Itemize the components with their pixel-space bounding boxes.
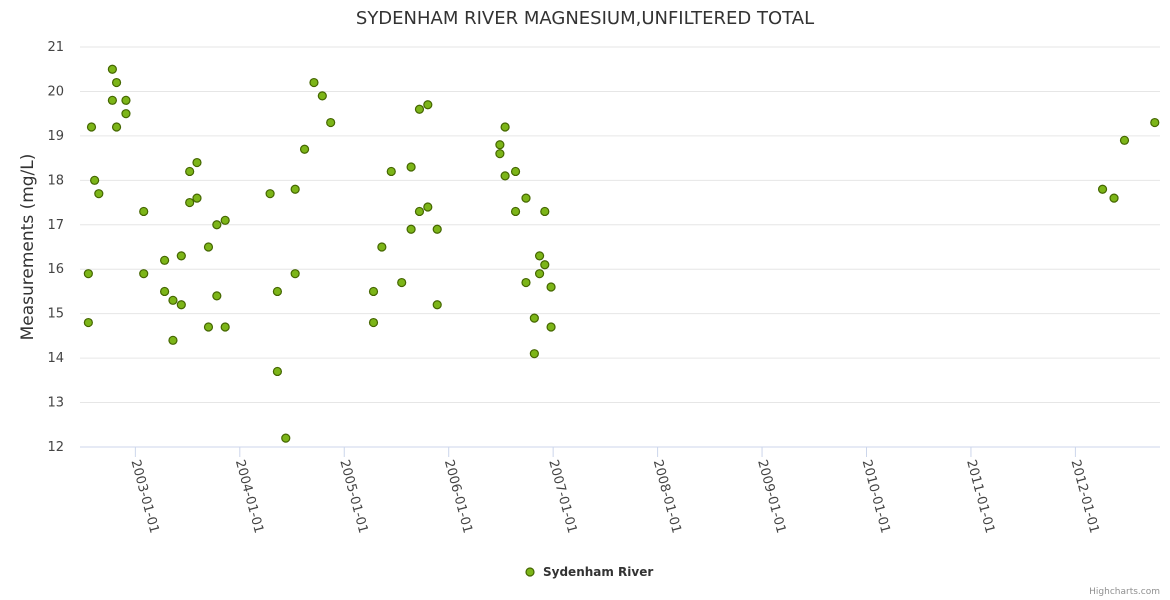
data-point[interactable] [111,122,122,132]
data-point[interactable] [368,317,379,328]
grid-lines [80,46,1160,448]
data-point[interactable] [139,269,149,279]
data-point[interactable] [397,277,407,288]
data-point[interactable] [414,104,425,114]
series-sydenham-river [83,64,1160,443]
data-point[interactable] [534,269,545,279]
data-point[interactable] [432,224,442,234]
data-point[interactable] [107,95,117,105]
data-point[interactable] [500,171,510,181]
data-point[interactable] [529,349,539,359]
y-axis-label: Measurements (mg/L) [18,154,38,341]
legend-label[interactable]: Sydenham River [543,565,653,579]
data-point[interactable] [1109,193,1119,203]
data-point[interactable] [326,117,336,128]
data-point[interactable] [185,166,195,177]
data-point[interactable] [309,77,319,88]
chart-title: SYDENHAM RIVER MAGNESIUM,UNFILTERED TOTA… [356,8,814,29]
data-point[interactable] [495,140,505,150]
data-point[interactable] [1150,117,1160,128]
y-tick-label: 13 [47,396,64,411]
data-point[interactable] [83,317,93,328]
data-point[interactable] [220,322,230,332]
data-point[interactable] [414,206,425,217]
data-point[interactable] [423,202,433,212]
y-tick-label: 17 [47,218,64,233]
data-point[interactable] [265,189,275,199]
y-axis-tick-labels: 12 13 14 15 16 17 18 19 20 21 [47,40,64,455]
data-point[interactable] [546,322,556,332]
data-point[interactable] [406,224,416,234]
data-point[interactable] [192,157,202,168]
y-tick-label: 14 [47,351,64,366]
legend-marker-icon[interactable] [525,567,535,577]
y-tick-label: 18 [47,173,64,188]
data-point[interactable] [423,100,433,110]
data-point[interactable] [432,300,442,310]
data-point[interactable] [290,184,300,194]
data-point[interactable] [290,269,300,279]
data-point[interactable] [111,77,122,88]
data-point[interactable] [299,144,310,154]
y-tick-label: 20 [47,84,64,99]
data-point[interactable] [212,291,222,301]
data-point[interactable] [540,206,550,217]
data-point[interactable] [272,286,283,297]
data-point[interactable] [107,64,117,74]
y-tick-label: 21 [47,40,64,55]
data-point[interactable] [534,251,545,261]
data-point[interactable] [510,166,521,177]
data-point[interactable] [495,149,505,159]
data-point[interactable] [192,193,202,203]
data-point[interactable] [521,277,531,288]
data-point[interactable] [386,166,396,177]
y-tick-label: 12 [47,440,64,455]
data-point[interactable] [540,260,550,270]
data-point[interactable] [510,206,521,217]
x-axis [80,446,1160,457]
data-point[interactable] [90,175,100,185]
credits-link[interactable]: Highcharts.com [1089,587,1160,597]
data-point[interactable] [176,251,186,261]
data-point[interactable] [176,300,186,310]
data-point[interactable] [521,193,531,203]
data-point[interactable] [317,91,327,101]
data-point[interactable] [203,322,214,332]
data-point[interactable] [121,109,131,119]
data-point[interactable] [1119,135,1130,145]
data-point[interactable] [168,335,178,345]
data-point[interactable] [272,366,283,377]
y-tick-label: 16 [47,262,64,277]
legend[interactable]: Sydenham River [525,565,653,579]
y-tick-label: 19 [47,129,64,144]
data-point[interactable] [220,215,230,225]
data-point[interactable] [160,255,170,265]
data-point[interactable] [281,433,291,443]
data-point[interactable] [203,242,214,252]
data-point[interactable] [160,286,170,297]
data-point[interactable] [212,220,222,230]
y-tick-label: 15 [47,307,64,322]
data-point[interactable] [83,269,93,279]
data-point[interactable] [500,122,510,132]
data-point[interactable] [406,162,416,172]
data-point[interactable] [94,189,104,199]
data-point[interactable] [121,95,131,105]
data-point[interactable] [139,206,149,217]
data-point[interactable] [368,286,379,297]
data-point[interactable] [86,122,97,132]
data-point[interactable] [377,242,387,252]
data-point[interactable] [1097,184,1108,194]
data-point[interactable] [529,313,539,323]
data-point[interactable] [546,282,556,292]
data-point[interactable] [185,197,195,208]
data-point[interactable] [168,295,178,305]
